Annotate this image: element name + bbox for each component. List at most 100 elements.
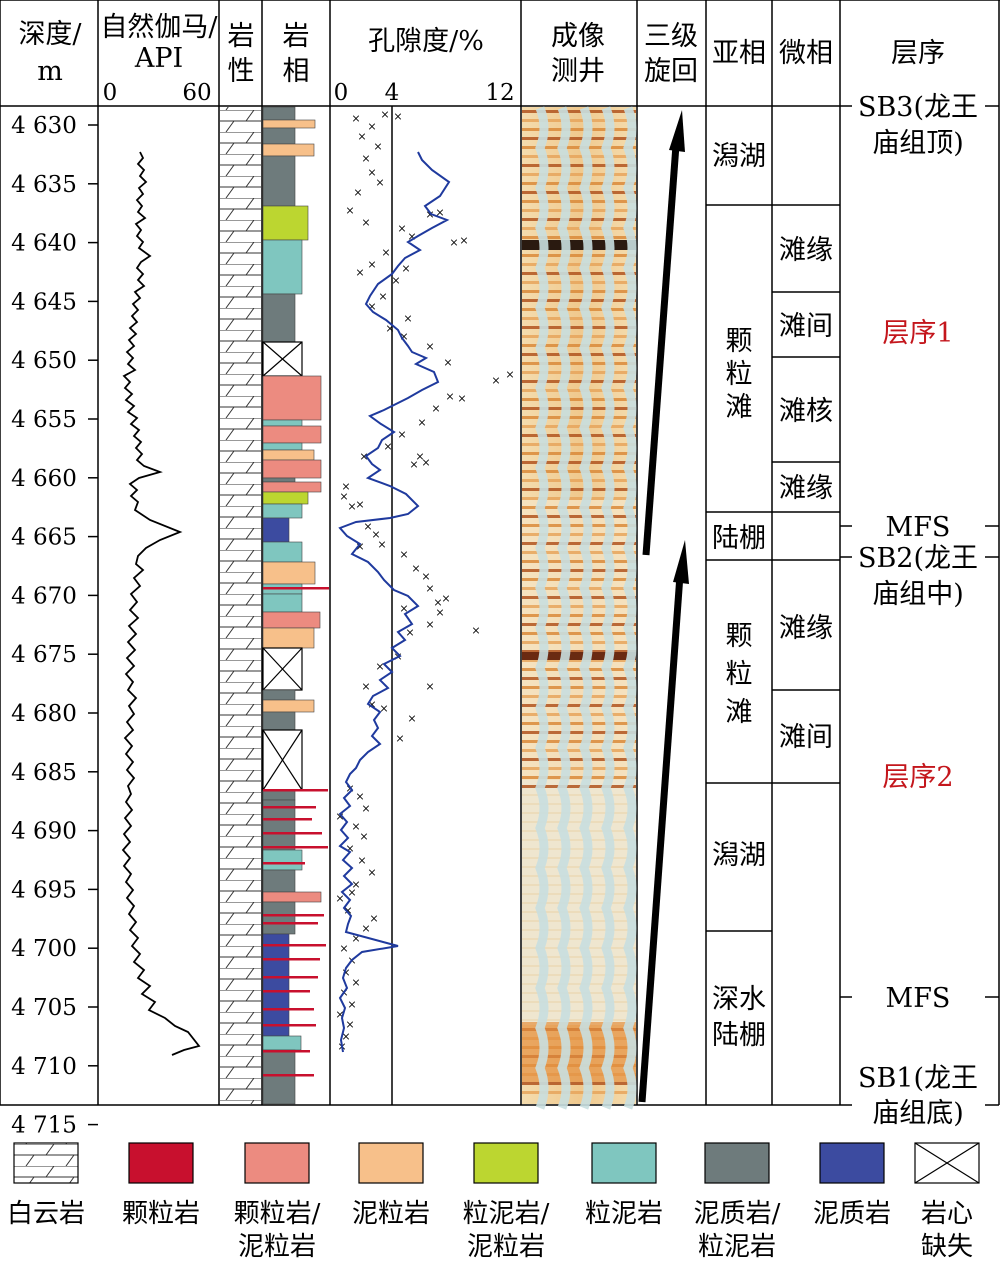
cycle-header-line1: 三级 bbox=[644, 21, 698, 52]
porosity-point: × bbox=[397, 222, 406, 235]
porosity-point: × bbox=[459, 234, 468, 247]
image-dark-band bbox=[522, 652, 636, 660]
image-sinusoid bbox=[623, 106, 637, 1110]
depth-label: 4 695 bbox=[11, 877, 77, 903]
depth-label: 4 700 bbox=[11, 936, 77, 962]
image-band bbox=[522, 965, 636, 967]
porosity-point: × bbox=[355, 266, 364, 279]
subfacies-char: 滩 bbox=[726, 392, 753, 423]
porosity-curve bbox=[338, 151, 451, 1053]
porosity-point: × bbox=[367, 258, 376, 271]
facies-block bbox=[262, 119, 316, 129]
image-band bbox=[522, 830, 636, 832]
sequence-2-label: 层序2 bbox=[882, 762, 953, 793]
image-band bbox=[522, 191, 636, 194]
depth-axis: 4 630 4 635 4 640 4 645 4 650 4 655 4 660 4 665… bbox=[11, 113, 98, 1139]
image-band bbox=[522, 209, 636, 212]
legend-swatch-grainstone-packstone bbox=[244, 1142, 310, 1184]
facies-grainstone-streak bbox=[263, 862, 305, 865]
porosity-point: × bbox=[407, 712, 416, 725]
porosity-point: × bbox=[415, 450, 424, 463]
image-band bbox=[522, 326, 636, 329]
image-band bbox=[522, 173, 636, 176]
porosity-point: × bbox=[353, 186, 362, 199]
image-band bbox=[522, 902, 636, 904]
image-band bbox=[522, 227, 636, 230]
porosity-point: × bbox=[359, 830, 368, 843]
porosity-point: × bbox=[345, 842, 354, 855]
image-band bbox=[522, 695, 636, 698]
image-band bbox=[522, 785, 636, 788]
image-band bbox=[522, 155, 636, 158]
cycle-arrows bbox=[638, 110, 689, 1103]
porosity-point: × bbox=[435, 606, 444, 619]
porosity-point: × bbox=[435, 206, 444, 219]
porosity-point: × bbox=[403, 312, 412, 325]
image-sinusoid bbox=[579, 106, 593, 1110]
subfacies-grain-shoal-lower: 颗粒滩 bbox=[726, 621, 753, 728]
lithology-header-line2: 性 bbox=[228, 56, 255, 87]
header-row: 深度/ m 自然伽马/ API 0 60 岩 性 岩 相 孔隙度/% 0 4 1… bbox=[18, 12, 945, 106]
facies-block bbox=[262, 819, 296, 851]
facies-grainstone-streak bbox=[263, 587, 329, 590]
image-band bbox=[522, 416, 636, 419]
image-band bbox=[522, 929, 636, 931]
image-band bbox=[522, 551, 636, 554]
image-band bbox=[522, 137, 636, 140]
image-band bbox=[522, 587, 636, 590]
surface-sb1-line2: 庙组底) bbox=[872, 1098, 964, 1129]
facies-grainstone-streak bbox=[263, 922, 318, 925]
image-band bbox=[522, 479, 636, 482]
legend-swatch-wackestone bbox=[591, 1142, 657, 1184]
legend-label-wackestone: 粒泥岩 bbox=[585, 1199, 663, 1229]
image-band bbox=[522, 335, 636, 338]
image-band bbox=[522, 848, 636, 850]
image-band bbox=[522, 488, 636, 491]
porosity-point: × bbox=[399, 548, 408, 561]
image-band bbox=[522, 983, 636, 985]
image-band bbox=[522, 938, 636, 940]
porosity-point: × bbox=[433, 596, 442, 609]
porosity-point: × bbox=[425, 618, 434, 631]
facies-grainstone-streak bbox=[263, 914, 324, 917]
porosity-point: × bbox=[357, 130, 366, 143]
facies-block bbox=[262, 155, 296, 207]
image-band bbox=[522, 713, 636, 716]
subfacies-deep-shelf-line1: 深水 bbox=[712, 984, 766, 1015]
image-band bbox=[522, 353, 636, 356]
facies-grainstone-streak bbox=[263, 958, 320, 961]
facies-block bbox=[262, 503, 303, 519]
image-band bbox=[522, 272, 636, 275]
facies-grainstone-streak bbox=[263, 944, 326, 947]
depth-label: 4 640 bbox=[11, 231, 77, 257]
subfacies-char: 滩 bbox=[726, 697, 753, 728]
image-band bbox=[522, 398, 636, 401]
depth-label: 4 650 bbox=[11, 348, 77, 374]
image-band bbox=[522, 704, 636, 707]
porosity-point: × bbox=[471, 624, 480, 637]
porosity-point: × bbox=[425, 340, 434, 353]
legend-label-core-missing: 缺失 bbox=[921, 1232, 973, 1262]
facies-block bbox=[262, 1035, 302, 1051]
porosity-point: × bbox=[367, 698, 376, 711]
image-band bbox=[522, 569, 636, 572]
image-band bbox=[522, 371, 636, 374]
surface-sb3-line2: 庙组顶) bbox=[872, 128, 964, 159]
porosity-point: × bbox=[351, 112, 360, 125]
image-band bbox=[522, 146, 636, 149]
image-band bbox=[522, 884, 636, 886]
image-sinusoid bbox=[557, 106, 571, 1110]
image-band bbox=[522, 920, 636, 922]
image-band bbox=[522, 263, 636, 266]
porosity-point: × bbox=[371, 528, 380, 541]
porosity-point: × bbox=[361, 680, 370, 693]
porosity-scale-0: 0 bbox=[334, 80, 349, 106]
surface-mfs-lower: MFS bbox=[886, 983, 951, 1014]
porosity-point: × bbox=[369, 912, 378, 925]
legend-swatch-mudstone bbox=[819, 1142, 885, 1184]
gamma-scale-min: 0 bbox=[103, 80, 118, 106]
image-band bbox=[522, 911, 636, 913]
porosity-point: × bbox=[405, 626, 414, 639]
porosity-point: × bbox=[491, 374, 500, 387]
image-band bbox=[522, 1010, 636, 1012]
